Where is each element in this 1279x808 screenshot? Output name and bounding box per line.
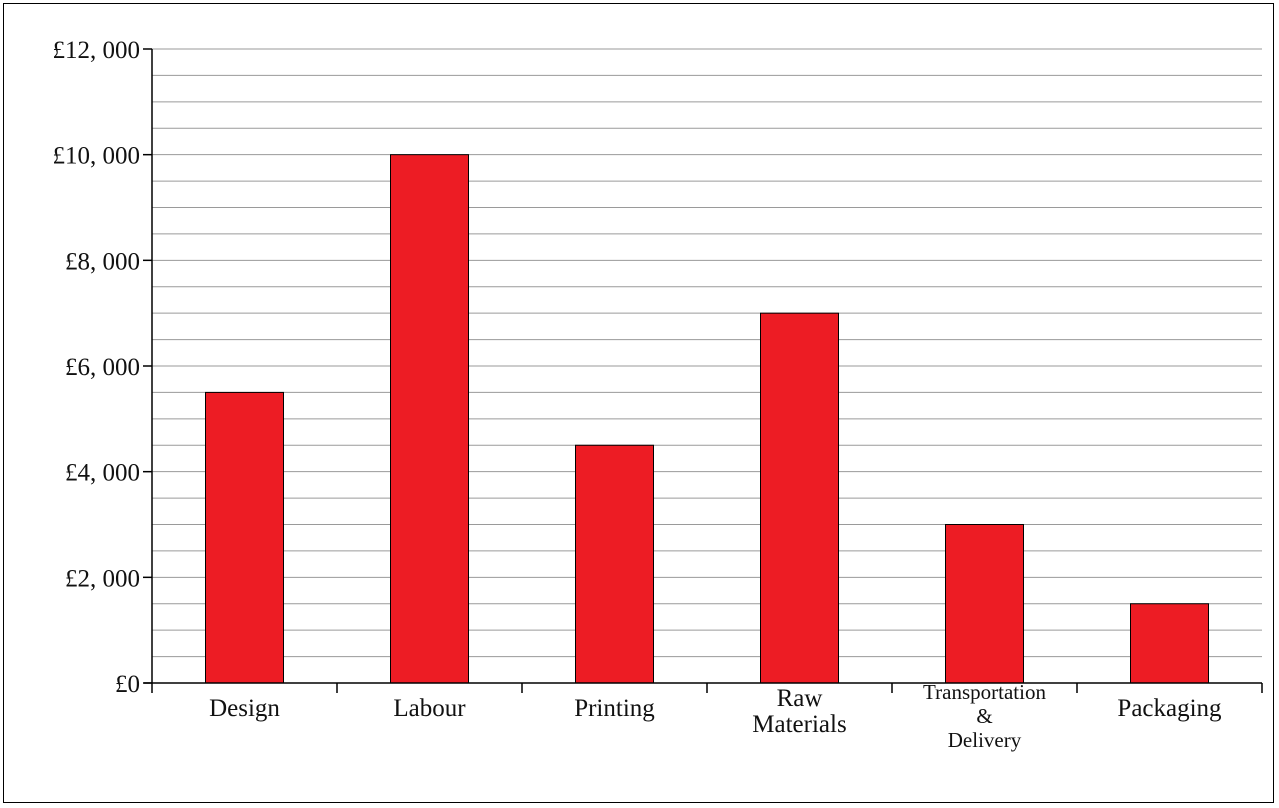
x-category-label: Labour — [393, 695, 466, 722]
x-category-label: Design — [209, 695, 280, 722]
y-tick-label: £8, 000 — [65, 248, 140, 275]
y-tick-label: £6, 000 — [65, 354, 140, 381]
y-tick-label: £10, 000 — [53, 143, 141, 170]
y-tick-label: £2, 000 — [65, 565, 140, 592]
x-category-label: Packaging — [1117, 695, 1222, 722]
x-category-label: Raw Materials — [752, 685, 846, 738]
bar — [575, 444, 654, 684]
y-tick-label: £12, 000 — [53, 37, 141, 64]
bar — [760, 312, 839, 684]
x-category-label: Printing — [574, 695, 655, 722]
bar — [205, 391, 284, 684]
x-category-label: Transportation & Delivery — [923, 680, 1046, 752]
y-tick-label: £4, 000 — [65, 460, 140, 487]
bar — [1130, 603, 1209, 684]
y-tick-label: £0 — [115, 671, 140, 698]
bar — [390, 154, 469, 684]
bar — [945, 524, 1024, 684]
